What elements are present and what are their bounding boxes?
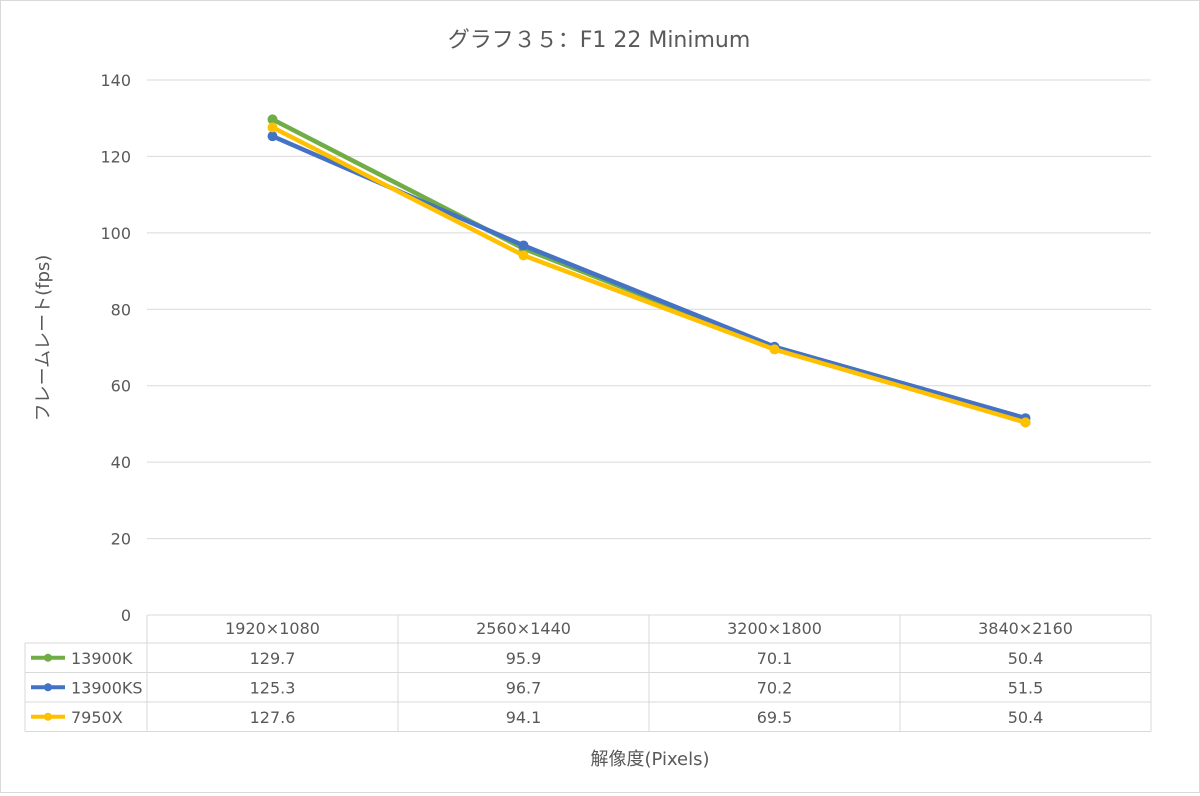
series-line [270,117,1028,425]
y-tick-label: 40 [111,453,131,472]
data-table-value: 125.3 [250,678,296,697]
legend-label: 13900KS [71,678,143,697]
series-lines [267,114,1031,428]
data-table-value: 95.9 [506,649,542,668]
series-line [270,125,1028,425]
x-axis-label: 解像度(Pixels) [590,749,709,770]
y-tick-label: 0 [121,606,131,625]
x-category-label: 1920×1080 [225,619,320,638]
data-point [267,122,278,133]
y-tick-label: 120 [100,147,131,166]
data-point [518,240,529,251]
legend-label: 7950X [71,708,123,727]
y-axis-label: フレームレート(fps) [33,255,54,422]
data-table-value: 50.4 [1008,649,1044,668]
data-point [518,250,529,261]
y-tick-labels: 0 20 40 60 80 100 120 140 [100,71,131,625]
chart-title: グラフ３５：F1 22 Minimum [448,28,751,53]
data-table-value: 127.6 [250,708,296,727]
legend-label: 13900K [71,649,133,668]
y-tick-label: 80 [111,300,131,319]
data-table-value: 94.1 [506,708,542,727]
data-table-value: 70.1 [757,649,793,668]
x-category-label: 2560×1440 [476,619,571,638]
series-13900K [267,114,1031,428]
x-category-label: 3840×2160 [978,619,1073,638]
data-table-value: 51.5 [1008,678,1044,697]
data-point [1020,417,1031,428]
legend-key-marker [44,712,52,721]
series-7950X [267,122,1031,428]
data-table-value: 96.7 [506,678,542,697]
x-category-label: 3200×1800 [727,619,822,638]
y-tick-label: 20 [111,530,131,549]
data-table: 1920×1080 2560×1440 3200×1800 3840×2160 1390… [24,614,1152,732]
y-tick-label: 60 [111,377,131,396]
legend-key-marker [44,653,52,662]
legend-key-marker [44,683,52,692]
data-table-value: 50.4 [1008,708,1044,727]
data-table-value: 70.2 [757,678,793,697]
y-tick-label: 140 [100,71,131,90]
data-point [769,344,780,355]
data-table-value: 69.5 [757,708,793,727]
y-tick-label: 100 [100,224,131,243]
data-point [267,114,278,125]
data-point [267,131,278,142]
data-table-value: 129.7 [250,649,296,668]
